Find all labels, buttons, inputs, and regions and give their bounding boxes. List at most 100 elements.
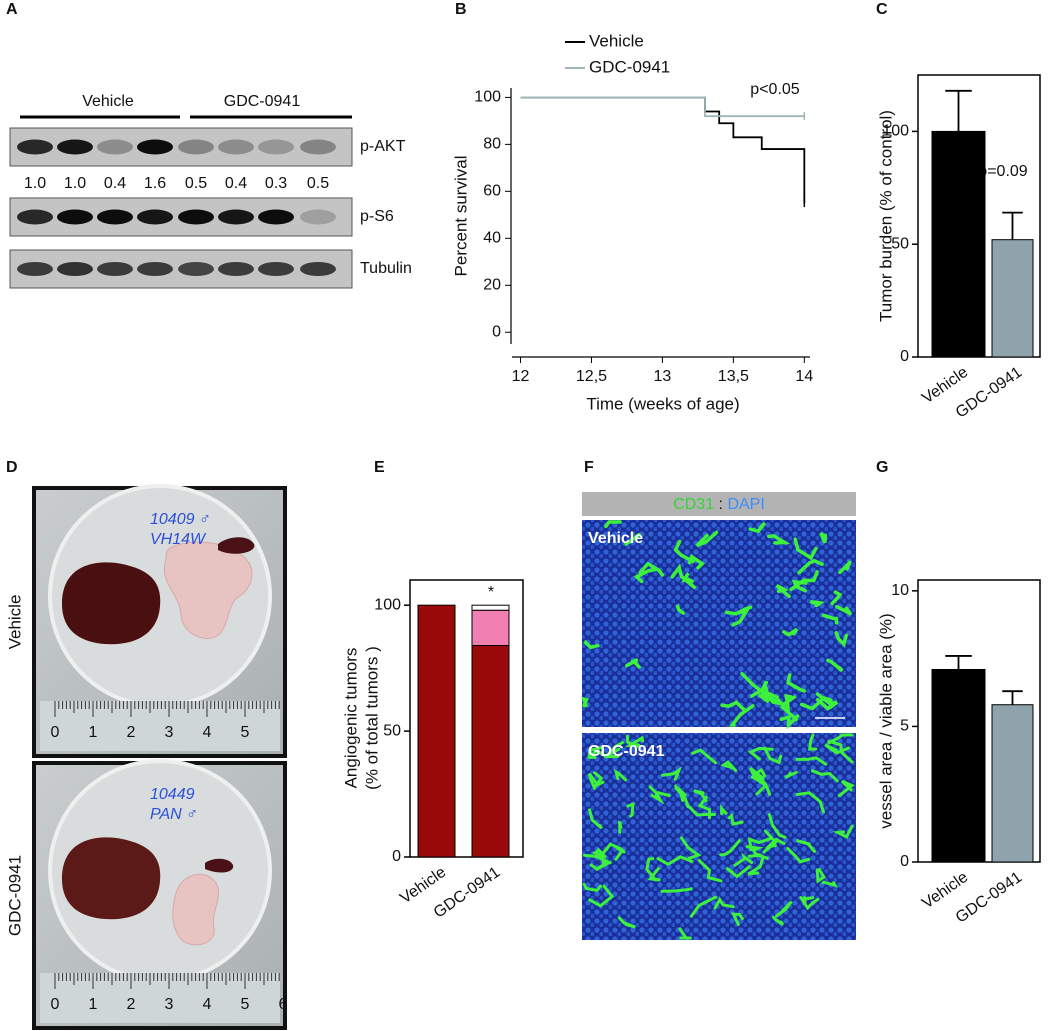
vessel	[617, 820, 623, 834]
vessel	[713, 896, 735, 910]
ruler-label: 3	[165, 996, 174, 1013]
vessel	[827, 739, 854, 764]
blot-band	[17, 262, 53, 276]
vessel	[691, 748, 717, 765]
vessel	[623, 532, 641, 547]
vessel	[795, 756, 828, 766]
y-tick-label: 80	[483, 136, 501, 153]
x-tick-label: 12,5	[576, 368, 607, 385]
blot-band	[17, 139, 53, 155]
vessel	[747, 836, 773, 852]
y-tick-label: 5	[900, 718, 909, 735]
vessel	[745, 845, 764, 855]
ruler-label: 2	[127, 724, 136, 741]
vessel	[604, 520, 622, 529]
blot-band	[137, 262, 173, 276]
vessel	[795, 791, 825, 814]
stain-header	[582, 492, 856, 516]
vessel	[749, 680, 769, 698]
y-tick-label: 40	[483, 230, 501, 247]
blot-band	[258, 139, 294, 155]
vessel	[633, 567, 658, 584]
vessel	[835, 604, 853, 616]
vessel	[583, 640, 600, 650]
y-axis-label: (% of total tumors )	[362, 646, 381, 790]
vessel	[779, 714, 800, 730]
vessel	[679, 836, 702, 860]
blot-band	[137, 209, 173, 225]
dish-label: PAN ♂	[150, 806, 198, 823]
y-tick-label: 100	[374, 596, 401, 613]
vessel	[676, 786, 687, 802]
vessel	[719, 839, 741, 857]
blot-band	[57, 262, 93, 276]
vessel	[826, 658, 844, 673]
vessel	[728, 704, 755, 727]
vessel	[809, 599, 826, 608]
x-tick-label: 14	[795, 368, 813, 385]
vessel	[819, 532, 828, 544]
blot-band	[17, 209, 53, 225]
blot-band	[218, 209, 254, 225]
ruler-label: 1	[89, 724, 98, 741]
vessel	[587, 746, 602, 759]
liver	[62, 562, 161, 645]
stain: CD31	[673, 496, 714, 513]
vessel	[685, 803, 716, 817]
blot-band	[258, 262, 294, 276]
vessel	[720, 804, 729, 816]
bar-segment	[471, 644, 510, 858]
y-tick-label: 20	[483, 277, 501, 294]
dish-label: VH14W	[150, 531, 207, 548]
x-tick-label: 13	[654, 368, 672, 385]
vessel	[748, 766, 767, 787]
blot-band	[178, 262, 214, 276]
error-bar	[1002, 211, 1023, 240]
vessel	[731, 609, 750, 627]
vessel	[834, 631, 849, 648]
vessel	[827, 733, 854, 745]
x-tick-label: 13,5	[718, 368, 749, 385]
panel-letter: B	[455, 1, 467, 18]
blot-row-label: Tubulin	[360, 260, 412, 277]
ruler-label: 2	[127, 996, 136, 1013]
error-bar	[1002, 690, 1023, 705]
blot-band	[258, 209, 294, 225]
bar-segment	[471, 609, 510, 646]
quantification: 1.0	[64, 175, 86, 192]
vessel	[837, 779, 855, 798]
ruler-label: 4	[203, 724, 212, 741]
annotation: p=0.09	[978, 163, 1027, 180]
y-tick-label: 0	[392, 848, 401, 865]
spleen	[205, 858, 234, 873]
bar	[931, 668, 986, 863]
blot-band	[300, 262, 336, 276]
vessel	[784, 694, 793, 713]
vessel	[772, 916, 785, 926]
blot-band	[97, 139, 133, 155]
y-tick-label: 0	[900, 853, 909, 870]
ruler-label: 0	[51, 724, 60, 741]
vessel	[689, 895, 718, 918]
bar	[991, 239, 1034, 358]
panel-letter: C	[876, 1, 888, 18]
vessel	[626, 802, 635, 818]
vessel	[768, 813, 787, 839]
vessel	[581, 696, 589, 708]
panel-letter: E	[374, 459, 385, 476]
panel-letter: D	[6, 459, 18, 476]
quantification: 0.4	[104, 175, 126, 192]
vessel	[673, 539, 695, 564]
blot-band	[137, 139, 173, 155]
vessel	[793, 537, 818, 561]
blot-band	[57, 139, 93, 155]
blot-band	[57, 209, 93, 225]
vessel	[775, 583, 791, 599]
micrograph-label: GDC-0941	[588, 743, 665, 760]
vessel	[593, 771, 605, 788]
micrograph	[582, 520, 856, 727]
vessel	[613, 768, 628, 782]
panel-letter: F	[584, 459, 594, 476]
